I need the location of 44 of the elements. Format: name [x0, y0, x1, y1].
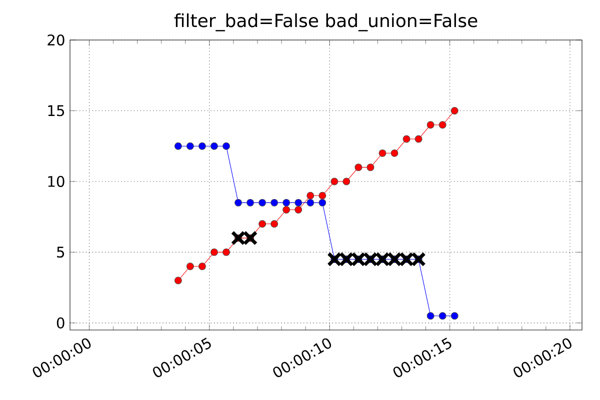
point	[294, 206, 302, 214]
point	[222, 248, 230, 256]
point	[258, 198, 266, 206]
point	[198, 262, 206, 270]
point	[438, 121, 446, 129]
point	[450, 106, 458, 114]
point	[210, 142, 218, 150]
point	[270, 220, 278, 228]
point	[342, 178, 350, 186]
point	[390, 149, 398, 157]
point	[354, 164, 362, 172]
y-tick-label: 20	[48, 34, 64, 46]
y-tick-label: 15	[48, 105, 64, 116]
point	[186, 262, 194, 270]
point	[246, 198, 254, 206]
point	[366, 164, 374, 172]
y-tick-label: 5	[57, 246, 64, 258]
point	[174, 142, 182, 150]
point	[222, 142, 230, 150]
point	[318, 192, 326, 200]
point	[282, 206, 290, 214]
point	[306, 198, 314, 206]
point	[186, 142, 194, 150]
y-tick-label: 10	[48, 176, 64, 188]
point	[174, 276, 182, 284]
point	[294, 198, 302, 206]
point	[258, 220, 266, 228]
point	[234, 198, 242, 206]
point	[414, 135, 422, 143]
point	[330, 178, 338, 186]
point	[426, 121, 434, 129]
point	[318, 198, 326, 206]
chart-title: filter_bad=False bad_union=False	[174, 13, 478, 32]
point	[282, 198, 290, 206]
y-tick-label: 0	[56, 317, 64, 328]
point	[198, 142, 206, 150]
point	[402, 135, 410, 143]
point	[450, 312, 458, 320]
point	[438, 312, 446, 320]
point	[306, 192, 314, 200]
point	[210, 248, 218, 256]
point	[378, 149, 386, 157]
point	[426, 312, 434, 320]
point	[270, 198, 278, 206]
